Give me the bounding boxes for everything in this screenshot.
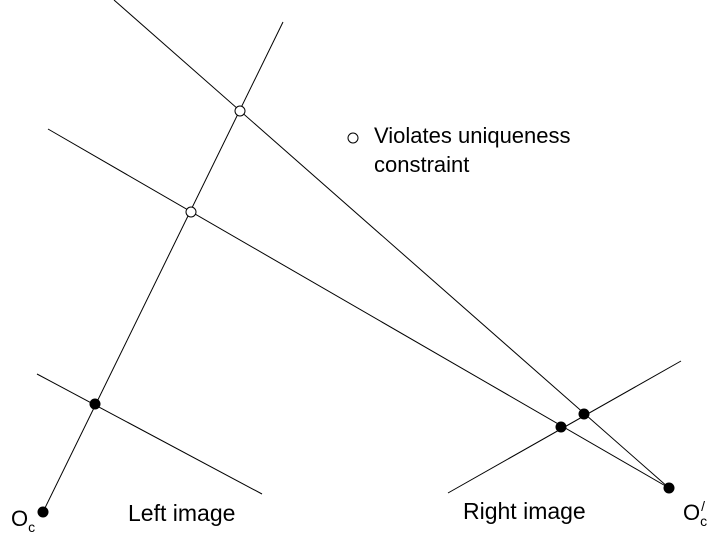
right-origin-prime: / <box>701 498 705 514</box>
right-origin-label: Oc/ <box>683 494 705 533</box>
right-image-projection-point-lower <box>556 422 567 433</box>
left-image-label: Left image <box>128 500 235 526</box>
right-image-projection-point-upper <box>579 409 590 420</box>
hollow-scene-point-upper <box>235 106 245 116</box>
legend-line-1: Violates uniqueness <box>374 121 571 150</box>
left-origin-subscript: c <box>28 519 35 535</box>
hollow-scene-point-lower <box>186 207 196 217</box>
left-image-projection-point <box>90 399 101 410</box>
right-optical-center-point <box>664 483 675 494</box>
left-origin-main: O <box>11 506 28 531</box>
left-optical-center-point <box>38 507 49 518</box>
legend-text: Violates uniqueness constraint <box>374 121 571 179</box>
right-image-label: Right image <box>463 498 586 524</box>
left-origin-label: Oc <box>11 507 35 539</box>
legend-hollow-marker <box>348 133 358 143</box>
right-origin-subscript: c <box>700 513 707 529</box>
right-origin-main: O <box>683 500 700 525</box>
legend-line-2: constraint <box>374 150 571 179</box>
right-camera-ray-lower <box>48 129 669 488</box>
left-image-plane-line <box>37 374 262 494</box>
left-camera-ray <box>43 22 283 512</box>
